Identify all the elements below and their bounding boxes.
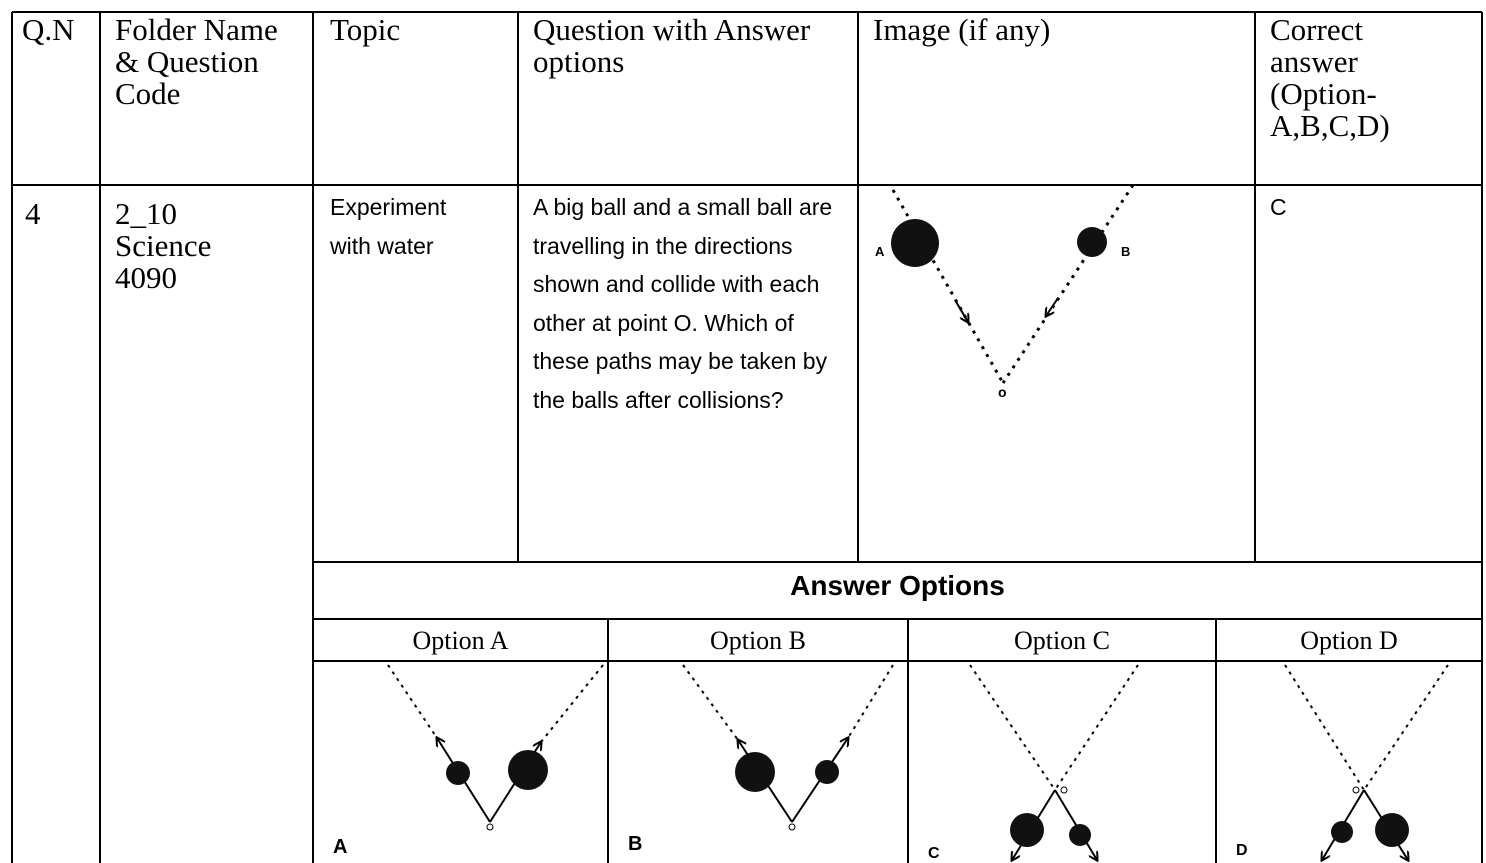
folder-cell: 2_10 Science 4090 bbox=[115, 198, 305, 294]
header-cell: Question with Answer options bbox=[533, 12, 811, 79]
option-label: Option D bbox=[1300, 626, 1398, 655]
small-ball bbox=[1077, 227, 1107, 257]
grid bbox=[11, 11, 1483, 863]
answer-options-title: Answer Options bbox=[790, 570, 1005, 601]
answer-cell: C bbox=[1270, 194, 1287, 220]
qn-cell: 4 bbox=[25, 196, 41, 231]
image-label: B bbox=[1121, 244, 1130, 259]
option-image-label: D bbox=[1236, 842, 1248, 859]
option-b-diagram: B bbox=[628, 664, 894, 855]
option-label: Option C bbox=[1013, 626, 1111, 655]
image-label: A bbox=[875, 244, 885, 259]
question-arrows bbox=[954, 297, 1059, 322]
option-image-label: B bbox=[628, 833, 642, 855]
option-image-label: C bbox=[928, 845, 940, 862]
folder-line: 2_10 bbox=[115, 196, 177, 231]
header-cell: Image (if any) bbox=[873, 12, 1051, 47]
question-diagram bbox=[891, 184, 1135, 384]
option-image-label: A bbox=[333, 836, 347, 858]
option-label: Option A bbox=[412, 626, 509, 655]
folder-line: 4090 bbox=[115, 260, 177, 295]
option-c-diagram: C bbox=[928, 664, 1139, 862]
image-label: o bbox=[998, 384, 1007, 400]
header-cell: Topic bbox=[330, 12, 401, 47]
option-d-diagram: D bbox=[1236, 664, 1449, 860]
header-cell: Correct answer (Option-A,B,C,D) bbox=[1270, 12, 1390, 143]
topic-cell: Experiment with water bbox=[330, 194, 447, 259]
question-cell: A big ball and a small ball are travelli… bbox=[533, 194, 833, 413]
folder-line: Science bbox=[115, 228, 212, 263]
header-cell: Q.N bbox=[22, 12, 75, 47]
option-a-diagram: A bbox=[333, 664, 604, 858]
option-label: Option B bbox=[709, 626, 807, 655]
header-cell: Folder Name & Question Code bbox=[115, 12, 278, 111]
big-ball bbox=[891, 219, 939, 267]
